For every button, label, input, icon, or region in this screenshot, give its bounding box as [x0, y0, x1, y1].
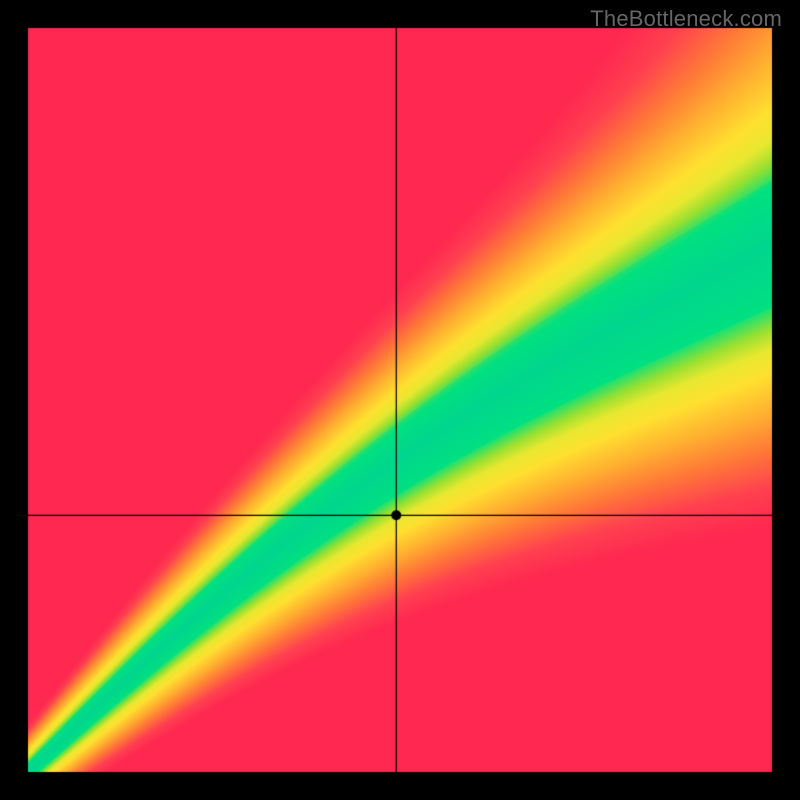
heatmap-canvas	[0, 0, 800, 800]
bottleneck-heatmap-chart: TheBottleneck.com	[0, 0, 800, 800]
attribution-text: TheBottleneck.com	[590, 6, 782, 32]
